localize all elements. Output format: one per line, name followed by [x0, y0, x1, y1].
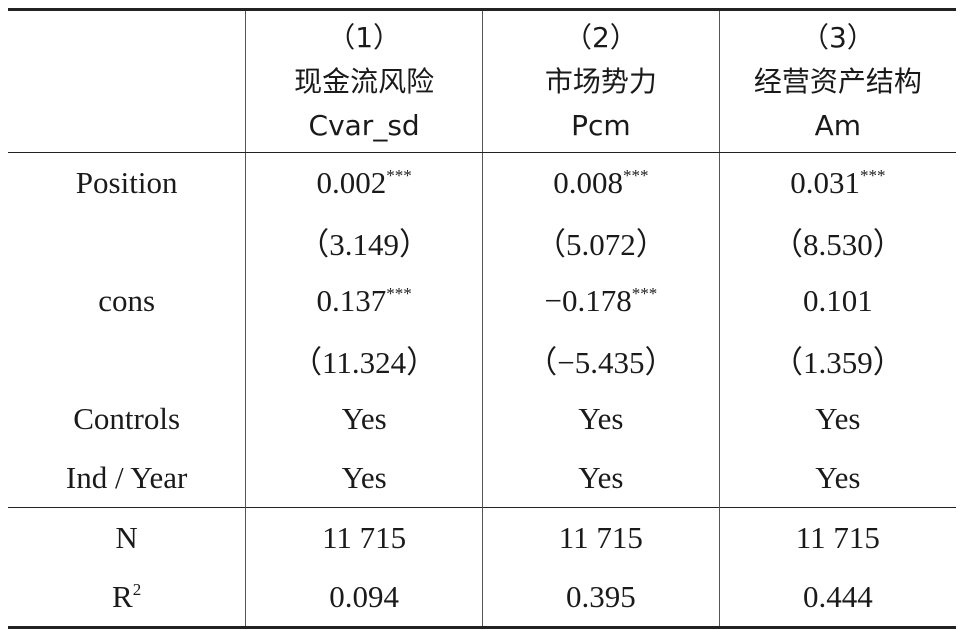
value-cell: Yes [245, 448, 483, 508]
cell-value: 0.444 [802, 578, 873, 614]
table-row: Ind / Year Yes Yes Yes [8, 448, 956, 508]
significance-stars: *** [386, 283, 412, 303]
value-cell: Yes [481, 389, 720, 448]
value-cell: Yes [718, 448, 956, 508]
value-cell: 0.101 [718, 271, 956, 330]
value-cell: 0.444 [718, 567, 956, 629]
cell-value: （−5.435） [526, 345, 676, 380]
row-label-text: Ind / Year [65, 459, 188, 495]
significance-stars: *** [859, 165, 886, 185]
header-name: 经营资产结构 [753, 64, 922, 98]
cell-value: Yes [578, 459, 624, 495]
value-cell: Yes [718, 389, 956, 448]
header-num: （3） [800, 20, 875, 54]
cell-value: −0.178 [544, 282, 632, 318]
row-label-text: cons [98, 282, 156, 318]
cell-value: Yes [341, 400, 387, 436]
value-cell: 11 715 [481, 507, 720, 567]
header-var: Am [814, 108, 862, 142]
significance-stars: *** [631, 283, 658, 303]
column-header: （1） 现金流风险 Cvar_sd [245, 8, 483, 153]
value-cell: （−5.435） [481, 330, 720, 389]
cell-value: Yes [815, 459, 861, 495]
value-cell: 0.094 [245, 567, 483, 629]
column-header: （3） 经营资产结构 Am [718, 8, 956, 153]
corner-cell [8, 8, 246, 153]
value-cell: 0.395 [481, 567, 720, 629]
cell-value: 0.101 [802, 282, 873, 318]
cell-value: 0.008 [553, 164, 623, 200]
value-cell: （3.149） [245, 212, 483, 271]
row-label-text: N [115, 519, 138, 555]
table-row: （11.324） （−5.435） （1.359） [8, 330, 956, 389]
regression-table: （1） 现金流风险 Cvar_sd （2） 市场势力 Pcm （3） 经营资产结构 Am Pos… [8, 8, 956, 629]
cell-value: （11.324） [291, 345, 438, 380]
cell-value: Yes [815, 400, 861, 436]
value-cell: Yes [481, 448, 720, 508]
row-label-text: Position [75, 164, 178, 200]
value-cell: 11 715 [245, 507, 483, 567]
cell-value: （3.149） [298, 227, 430, 262]
row-label-text: Controls [73, 400, 181, 436]
row-label: N [8, 507, 246, 567]
row-label: Controls [8, 389, 246, 448]
value-cell: 0.031*** [718, 152, 956, 212]
header-var: Cvar_sd [308, 108, 420, 142]
row-label [8, 212, 246, 271]
table-row: Position 0.002*** 0.008*** 0.031*** [8, 152, 956, 213]
table-row: N 11 715 11 715 11 715 [8, 507, 956, 567]
row-label-sup: 2 [132, 579, 142, 599]
row-label: Ind / Year [8, 448, 246, 508]
value-cell: （11.324） [245, 330, 483, 389]
row-label: cons [8, 271, 246, 330]
header-name: 市场势力 [544, 64, 657, 98]
value-cell: （1.359） [718, 330, 956, 389]
header-num: （2） [563, 20, 638, 54]
value-cell: （5.072） [481, 212, 720, 271]
table-row: R2 0.094 0.395 0.444 [8, 567, 956, 629]
cell-value: Yes [578, 400, 624, 436]
value-cell: −0.178*** [481, 271, 720, 330]
row-label: R2 [8, 567, 246, 629]
value-cell: Yes [245, 389, 483, 448]
column-header: （2） 市场势力 Pcm [481, 8, 720, 153]
value-cell: 0.137*** [245, 271, 483, 330]
significance-stars: *** [622, 165, 649, 185]
cell-value: 0.137 [316, 282, 387, 318]
cell-value: （1.359） [771, 345, 904, 380]
header-num: （1） [327, 20, 402, 54]
row-label: Position [8, 153, 246, 213]
header-var: Pcm [571, 108, 631, 142]
header-row: （1） 现金流风险 Cvar_sd （2） 市场势力 Pcm （3） 经营资产结构 Am [8, 8, 956, 153]
table-row: （3.149） （5.072） （8.530） [8, 212, 956, 271]
cell-value: 11 715 [322, 519, 407, 555]
cell-value: 0.094 [329, 578, 399, 614]
value-cell: 11 715 [718, 507, 956, 567]
cell-value: （8.530） [771, 227, 904, 262]
table-body: Position 0.002*** 0.008*** 0.031*** （3.149）（… [8, 152, 956, 629]
table-row: cons 0.137*** −0.178*** 0.101 [8, 271, 956, 330]
table-row: Controls Yes Yes Yes [8, 389, 956, 448]
row-label-text: R [112, 578, 133, 614]
cell-value: 0.031 [790, 164, 860, 200]
value-cell: （8.530） [718, 212, 956, 271]
value-cell: 0.002*** [245, 152, 483, 212]
header-name: 现金流风险 [294, 64, 435, 98]
cell-value: （5.072） [534, 227, 667, 262]
row-label [8, 330, 246, 389]
cell-value: 0.002 [316, 164, 387, 200]
cell-value: 0.395 [565, 578, 636, 614]
cell-value: 11 715 [558, 519, 643, 555]
value-cell: 0.008*** [481, 152, 720, 212]
significance-stars: *** [386, 165, 412, 185]
cell-value: Yes [341, 459, 387, 495]
cell-value: 11 715 [795, 519, 880, 555]
